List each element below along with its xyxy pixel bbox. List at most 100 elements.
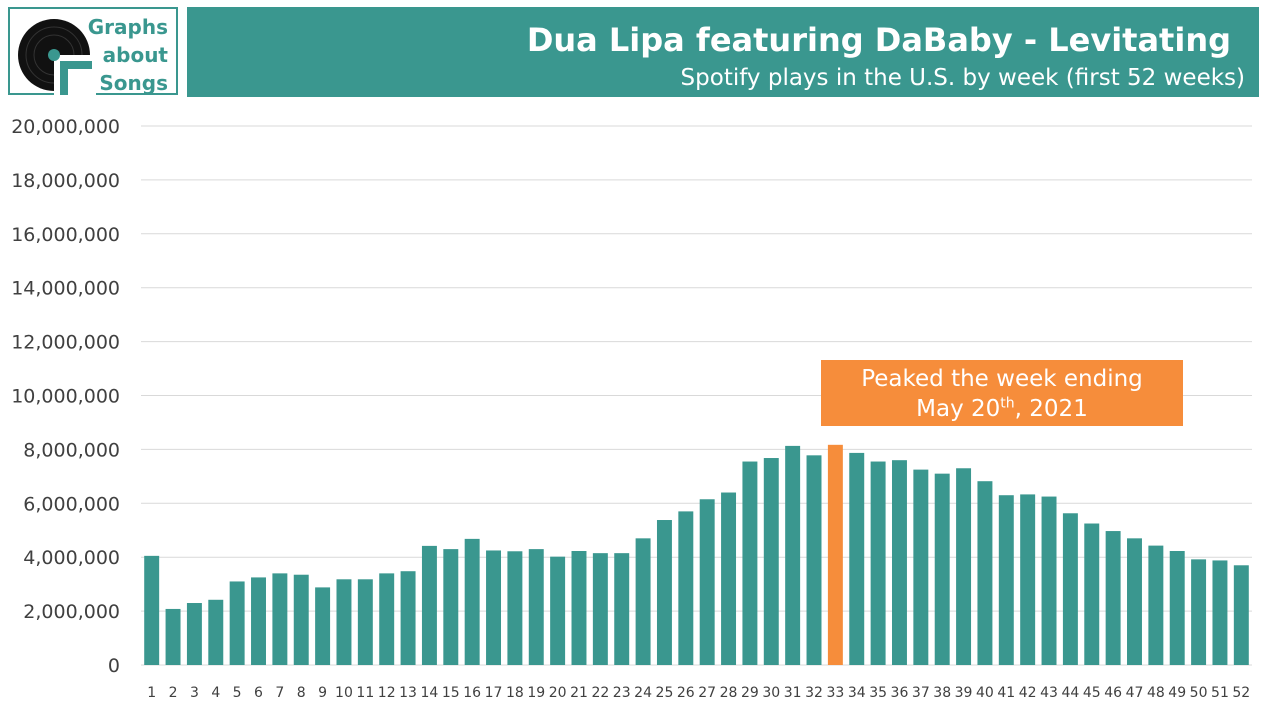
y-tick-label: 6,000,000 — [23, 493, 120, 515]
bar — [656, 520, 672, 665]
x-tick-label: 20 — [549, 685, 567, 701]
bar — [293, 574, 309, 665]
peak-year: , 2021 — [1014, 396, 1088, 422]
x-tick-label: 30 — [762, 685, 780, 701]
bar — [357, 579, 373, 665]
x-tick-label: 4 — [211, 685, 220, 701]
y-tick-label: 14,000,000 — [11, 278, 120, 300]
peak-annotation-line-2: May 20th, 2021 — [821, 394, 1183, 424]
vinyl-record-icon — [18, 19, 96, 97]
bar — [229, 581, 245, 665]
bar — [1191, 559, 1207, 665]
x-tick-label: 51 — [1211, 685, 1229, 701]
x-tick-label: 44 — [1061, 685, 1079, 701]
bar — [400, 571, 416, 665]
x-tick-label: 33 — [826, 685, 844, 701]
bar — [1148, 545, 1164, 665]
x-tick-label: 29 — [741, 685, 759, 701]
x-tick-label: 21 — [570, 685, 588, 701]
x-tick-label: 22 — [591, 685, 609, 701]
logo-line-2: about — [102, 43, 168, 67]
bar — [486, 550, 502, 665]
x-tick-label: 52 — [1232, 685, 1250, 701]
bar — [956, 468, 972, 665]
x-tick-label: 38 — [933, 685, 951, 701]
x-tick-label: 32 — [805, 685, 823, 701]
x-tick-label: 13 — [399, 685, 417, 701]
chart-subtitle: Spotify plays in the U.S. by week (first… — [680, 65, 1245, 91]
chart-header: Dua Lipa featuring DaBaby - Levitating S… — [187, 7, 1259, 97]
bar — [785, 445, 801, 665]
peak-annotation-line-1: Peaked the week ending — [861, 366, 1143, 392]
bar — [507, 551, 523, 665]
bar — [1020, 494, 1036, 665]
bar — [251, 577, 266, 665]
x-tick-label: 1 — [147, 685, 156, 701]
bar — [272, 573, 288, 665]
bar — [742, 461, 758, 665]
y-tick-label: 4,000,000 — [23, 547, 120, 569]
x-tick-label: 7 — [275, 685, 284, 701]
x-tick-label: 11 — [356, 685, 374, 701]
x-tick-label: 14 — [421, 685, 439, 701]
x-tick-label: 45 — [1083, 685, 1101, 701]
bar — [464, 538, 480, 665]
x-tick-label: 23 — [613, 685, 631, 701]
bar — [571, 551, 587, 665]
x-tick-label: 47 — [1126, 685, 1144, 701]
x-tick-label: 2 — [169, 685, 178, 701]
bar — [1084, 523, 1100, 665]
bar — [977, 481, 993, 665]
x-tick-label: 8 — [297, 685, 306, 701]
y-tick-label: 18,000,000 — [11, 170, 120, 192]
bar — [550, 556, 566, 665]
bar — [1169, 551, 1185, 665]
logo-text: Graphs about Songs — [88, 13, 168, 97]
x-tick-label: 18 — [506, 685, 524, 701]
x-tick-label: 46 — [1104, 685, 1122, 701]
bar — [186, 603, 202, 665]
logo: Graphs about Songs — [8, 7, 178, 97]
x-tick-label: 6 — [254, 685, 263, 701]
bar — [1105, 531, 1121, 665]
bar — [208, 599, 224, 665]
x-tick-label: 43 — [1040, 685, 1058, 701]
x-tick-label: 25 — [656, 685, 674, 701]
y-tick-label: 2,000,000 — [23, 601, 120, 623]
bar — [849, 452, 865, 665]
x-tick-label: 19 — [527, 685, 545, 701]
x-tick-label: 15 — [442, 685, 460, 701]
bar — [528, 549, 544, 665]
x-tick-label: 27 — [698, 685, 716, 701]
x-tick-label: 42 — [1019, 685, 1037, 701]
bar — [891, 460, 907, 665]
bar — [315, 587, 331, 665]
x-tick-label: 28 — [720, 685, 738, 701]
x-tick-label: 37 — [912, 685, 930, 701]
bar — [913, 469, 929, 665]
bar — [165, 608, 181, 665]
x-tick-label: 50 — [1190, 685, 1208, 701]
bar — [1212, 560, 1228, 665]
bar — [699, 499, 715, 665]
bar — [721, 492, 737, 665]
logo-line-3: Songs — [99, 71, 168, 95]
x-tick-label: 39 — [955, 685, 973, 701]
logo-line-1: Graphs — [87, 15, 168, 39]
bar — [379, 573, 395, 665]
bar — [336, 579, 352, 665]
x-tick-label: 35 — [869, 685, 887, 701]
x-tick-label: 40 — [976, 685, 994, 701]
bar — [1062, 513, 1078, 665]
bar — [635, 538, 651, 665]
peak-annotation: Peaked the week ending May 20th, 2021 — [821, 360, 1183, 426]
x-tick-label: 36 — [891, 685, 909, 701]
x-tick-label: 16 — [463, 685, 481, 701]
x-tick-label: 17 — [485, 685, 503, 701]
bar — [678, 511, 694, 665]
bar — [806, 455, 822, 665]
bar — [144, 555, 160, 665]
bar — [614, 553, 630, 665]
x-tick-label: 5 — [233, 685, 242, 701]
